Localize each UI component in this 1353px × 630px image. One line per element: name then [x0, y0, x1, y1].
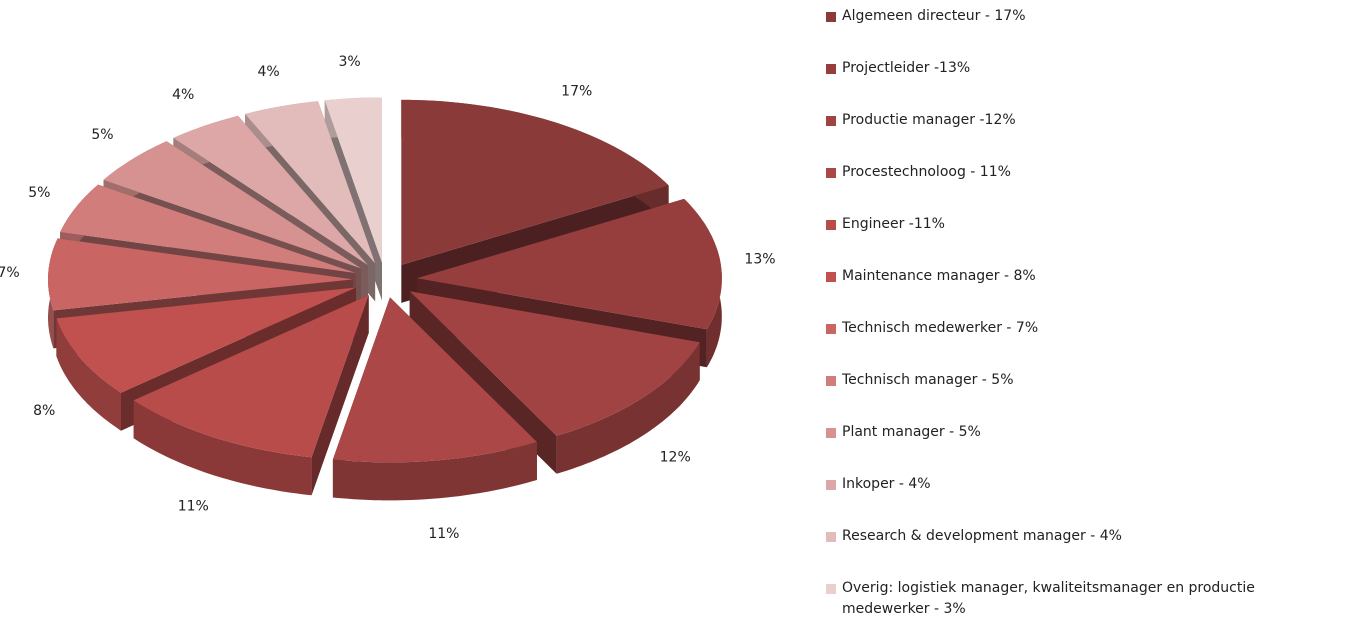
legend-item: Technisch manager - 5% [826, 370, 1346, 422]
legend-item: Engineer -11% [826, 214, 1346, 266]
data-label: 11% [428, 526, 459, 542]
data-label: 13% [744, 251, 775, 267]
data-label: 8% [33, 403, 55, 419]
legend-swatch [826, 220, 836, 230]
legend-label: Productie manager -12% [842, 112, 1016, 128]
slice-top [56, 287, 357, 393]
data-label: 11% [178, 498, 209, 514]
slice-wall [56, 318, 121, 431]
slice-top [416, 198, 722, 330]
legend-item: Projectleider -13% [826, 58, 1346, 110]
data-label: 5% [91, 127, 113, 143]
legend-swatch [826, 64, 836, 74]
slice-top [332, 297, 537, 463]
legend-swatch [826, 428, 836, 438]
legend-item: Productie manager -12% [826, 110, 1346, 162]
slice-top [409, 291, 700, 436]
legend-label: Procestechnoloog - 11% [842, 164, 1011, 180]
legend-label: Projectleider -13% [842, 60, 971, 76]
data-label: 17% [561, 84, 592, 100]
data-label: 4% [172, 87, 194, 103]
legend-swatch [826, 168, 836, 178]
legend-item: Research & development manager - 4% [826, 526, 1346, 578]
slice [332, 297, 537, 501]
slice-top [173, 115, 368, 266]
data-label: 5% [28, 185, 50, 201]
legend-item: Algemeen directeur - 17% [826, 6, 1346, 58]
slice-top [103, 141, 361, 269]
pie-chart: 17% 13% 12% 11% 11% 8% 7% 5% 5% 4% 4% 3% [0, 54, 776, 542]
legend-item: Overig: logistiek manager, kwaliteitsman… [826, 578, 1346, 630]
legend-swatch [826, 324, 836, 334]
legend-label: Overig: logistiek manager, kwaliteitsman… [842, 580, 1255, 617]
slice-top [245, 101, 376, 264]
slice-wall [556, 342, 700, 474]
slice-top [60, 184, 356, 273]
slice-wall [133, 400, 312, 496]
legend-label: Technisch manager - 5% [842, 372, 1014, 388]
slice-top [48, 238, 353, 311]
slice-top [133, 295, 369, 458]
legend-swatch [826, 480, 836, 490]
legend-label: Technisch medewerker - 7% [842, 320, 1039, 336]
data-label: 7% [0, 265, 20, 281]
legend-label: Engineer -11% [842, 216, 945, 232]
legend-swatch [826, 272, 836, 282]
slice-top [324, 97, 382, 263]
data-label: 12% [660, 450, 691, 466]
legend-swatch [826, 532, 836, 542]
legend-swatch [826, 584, 836, 594]
legend-label: Plant manager - 5% [842, 424, 981, 440]
slice-side [311, 295, 369, 496]
legend-item: Plant manager - 5% [826, 422, 1346, 474]
legend-swatch [826, 116, 836, 126]
slice-top [401, 99, 669, 265]
legend-swatch [826, 12, 836, 22]
legend-label: Research & development manager - 4% [842, 528, 1122, 544]
legend-item: Inkoper - 4% [826, 474, 1346, 526]
slice-wall [332, 442, 537, 501]
legend-label: Algemeen directeur - 17% [842, 8, 1026, 24]
legend-item: Procestechnoloog - 11% [826, 162, 1346, 214]
legend-label: Inkoper - 4% [842, 476, 931, 492]
legend: Algemeen directeur - 17% Projectleider -1… [826, 6, 1346, 630]
slice [133, 295, 369, 496]
data-label: 4% [257, 64, 279, 80]
legend-label: Maintenance manager - 8% [842, 268, 1036, 284]
legend-swatch [826, 376, 836, 386]
legend-item: Technisch medewerker - 7% [826, 318, 1346, 370]
legend-item: Maintenance manager - 8% [826, 266, 1346, 318]
data-label: 3% [338, 54, 360, 70]
